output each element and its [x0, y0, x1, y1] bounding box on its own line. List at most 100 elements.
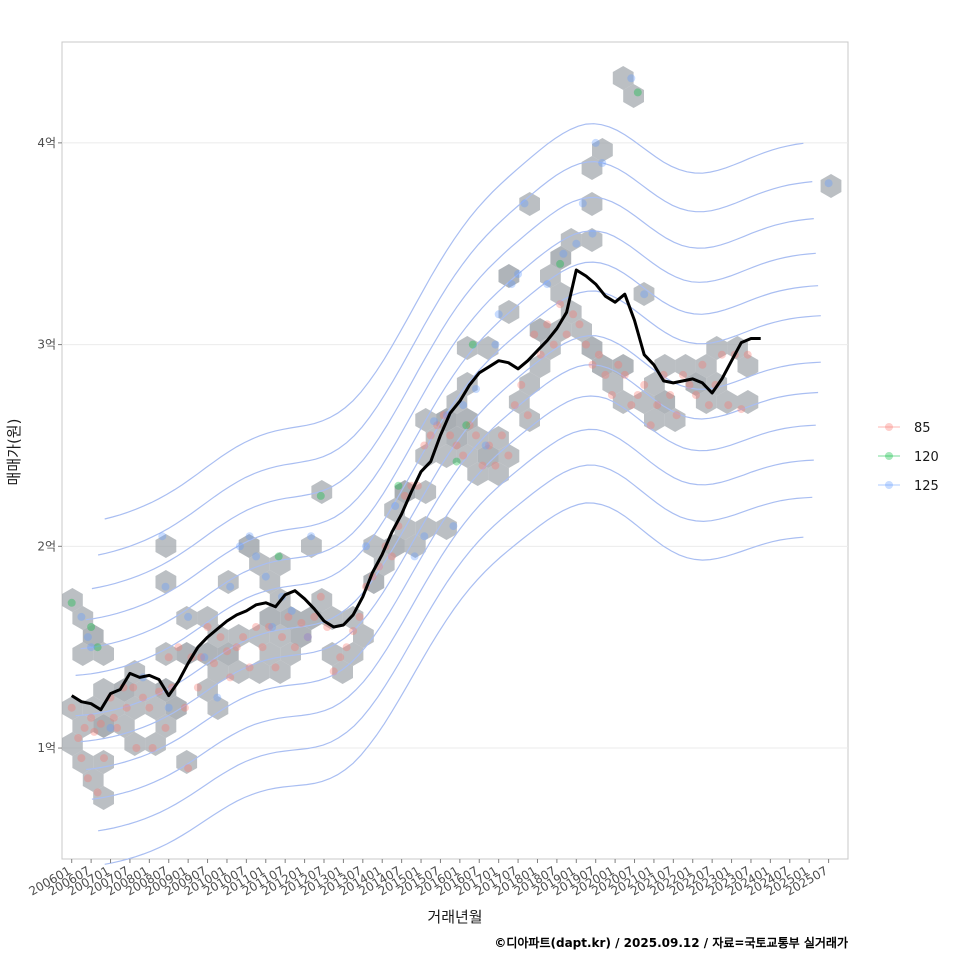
point-85	[349, 627, 358, 635]
legend: 85 120 125	[878, 421, 939, 494]
point-85	[122, 703, 131, 712]
point-120	[274, 552, 283, 561]
hexbin-cell	[404, 534, 426, 558]
point-120	[452, 457, 461, 466]
hexbin-cell	[644, 408, 665, 432]
point-85	[594, 350, 603, 359]
point-85	[627, 401, 636, 410]
y-tick-label: 3억	[37, 338, 56, 352]
y-tick-label: 2억	[37, 539, 56, 553]
point-85	[164, 653, 173, 662]
hexbin-cell	[477, 336, 499, 360]
hexbin-cell	[363, 534, 385, 558]
point-125	[268, 623, 277, 631]
hexbin-cell	[72, 714, 94, 738]
hexbin-cell	[592, 138, 613, 162]
point-85	[620, 370, 629, 379]
point-85	[145, 703, 154, 712]
point-85	[132, 744, 141, 752]
hexbin-cell	[311, 480, 333, 504]
hexbin-cell	[706, 336, 728, 360]
hexbin-cell	[519, 372, 540, 396]
hexbin-cell	[695, 354, 717, 378]
point-125	[491, 340, 500, 349]
y-tick-label: 4억	[37, 136, 56, 150]
point-85	[113, 723, 121, 732]
point-85	[74, 734, 83, 742]
hexbin-cell	[249, 552, 270, 576]
point-125	[514, 270, 523, 278]
hexbin-cell	[488, 426, 509, 450]
point-85	[497, 431, 506, 440]
point-125	[87, 643, 96, 652]
hexbin-cell	[456, 336, 478, 360]
hexbin-cell	[238, 534, 260, 558]
hexbin-cell	[363, 570, 385, 594]
point-85	[80, 723, 89, 732]
point-85	[698, 360, 707, 369]
hexbin-cell	[519, 408, 540, 432]
point-85	[433, 421, 442, 430]
hexbin-cell	[93, 642, 114, 666]
point-85	[297, 619, 306, 627]
hexbin-cell	[301, 534, 322, 558]
point-85	[601, 370, 610, 379]
hexbin-cell	[342, 606, 364, 630]
hexbin-cell	[207, 660, 229, 684]
point-120	[556, 259, 565, 268]
hexbin-cell	[145, 732, 166, 756]
point-85	[258, 643, 267, 652]
point-125	[578, 199, 587, 208]
point-125	[459, 401, 468, 410]
point-85	[607, 391, 616, 399]
point-85	[180, 703, 189, 712]
hexbin-cell	[519, 192, 540, 216]
point-85	[536, 350, 545, 359]
hexbin-cell	[290, 624, 312, 648]
density-contour	[97, 160, 813, 556]
hexbin-cell	[654, 390, 676, 414]
hexbin-cell	[259, 606, 281, 630]
point-125	[200, 653, 209, 662]
point-85	[646, 421, 655, 430]
point-85	[329, 667, 338, 676]
point-85	[666, 391, 675, 399]
point-85	[685, 380, 694, 389]
hexbin-cell	[675, 354, 696, 378]
point-125	[627, 74, 636, 83]
point-85	[472, 431, 480, 440]
point-85	[138, 693, 147, 702]
point-85	[245, 663, 254, 672]
point-125	[430, 417, 438, 426]
hexbin-cell	[488, 462, 509, 486]
hexbin-cell	[62, 696, 83, 720]
hexbin-cell	[695, 390, 717, 414]
legend-key-point	[885, 481, 893, 489]
point-125	[543, 280, 552, 289]
points-layer	[67, 74, 833, 797]
hexbin-cell	[269, 552, 291, 576]
point-85	[90, 727, 99, 736]
hexbin-cell	[581, 228, 603, 252]
point-85	[87, 713, 96, 722]
hexbin-cell	[508, 390, 530, 414]
legend-label: 125	[914, 479, 939, 494]
hexbin-cell	[436, 516, 457, 540]
point-85	[161, 723, 170, 732]
hexbin-cell	[103, 696, 125, 720]
point-85	[692, 391, 700, 399]
point-85	[148, 744, 157, 752]
hexbin-cell	[644, 372, 665, 396]
point-125	[106, 723, 115, 732]
hexbin-cell	[820, 174, 842, 198]
point-85	[174, 643, 183, 652]
point-85	[96, 719, 105, 728]
point-125	[481, 441, 490, 450]
point-125	[559, 249, 568, 258]
hexbin-cell	[207, 624, 229, 648]
point-85	[284, 612, 293, 621]
hexbin-cell	[259, 570, 281, 594]
hexbin-cell	[446, 426, 468, 450]
x-axis-title: 거래년월	[427, 908, 482, 926]
